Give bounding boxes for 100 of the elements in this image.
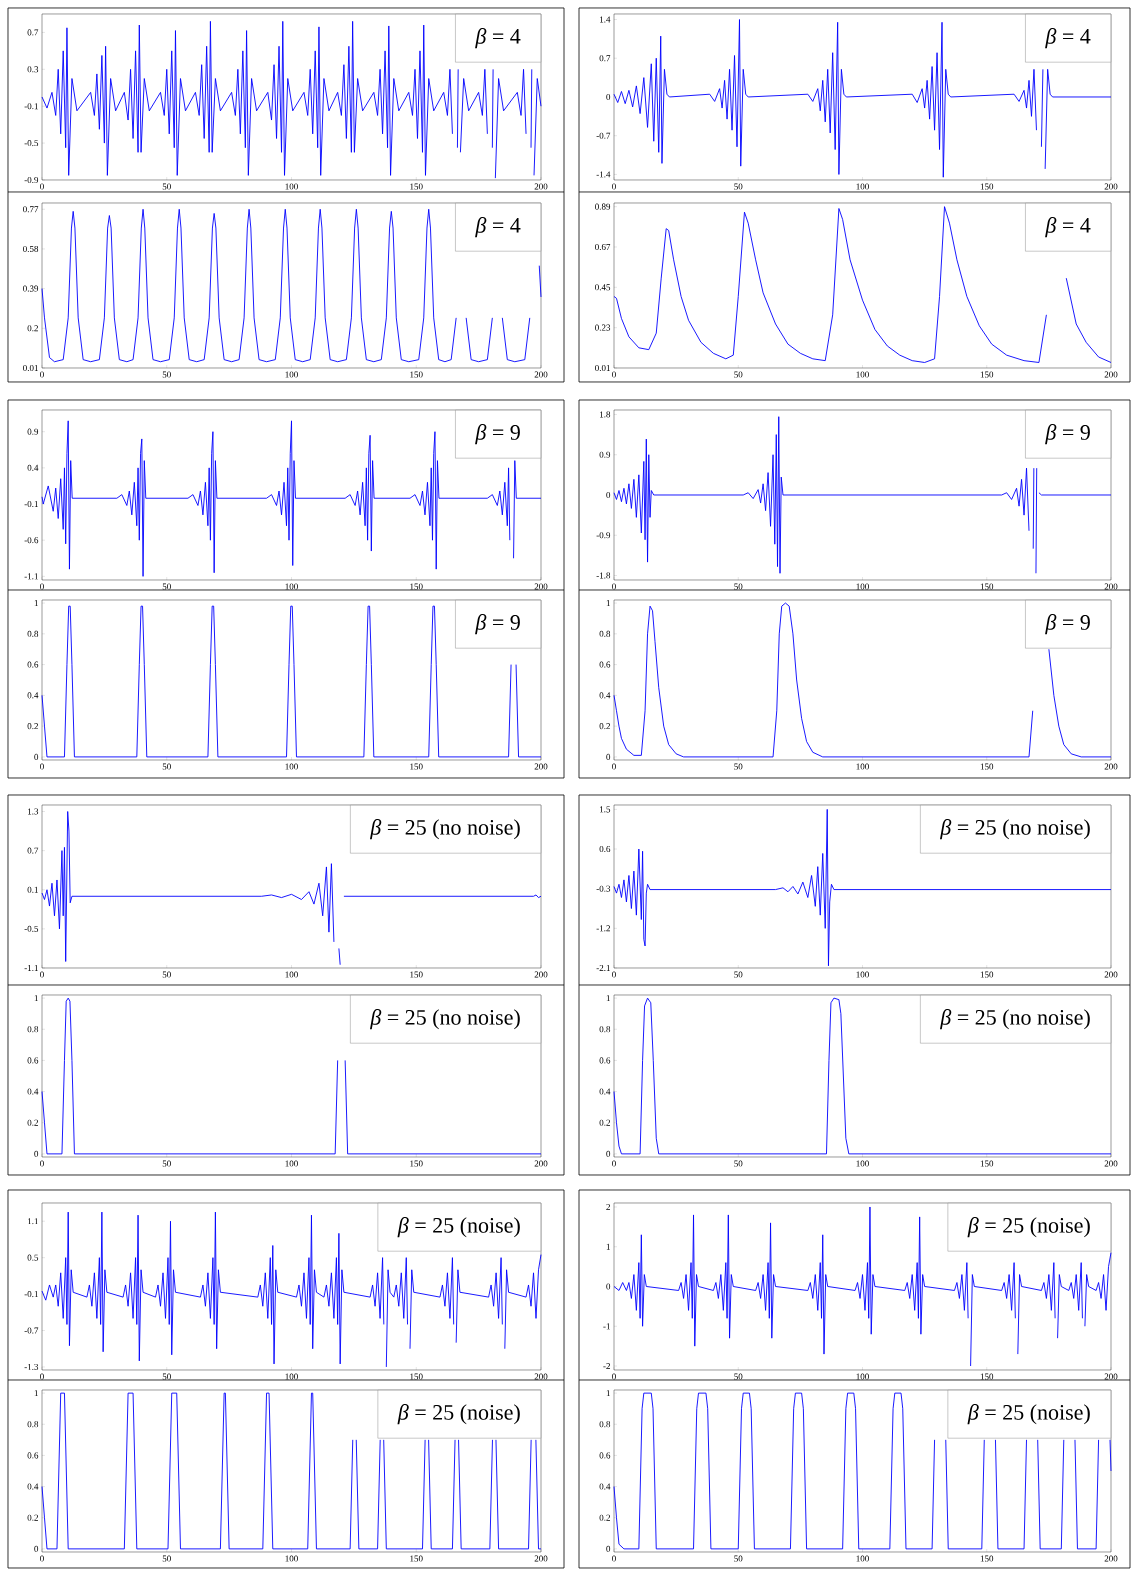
x-tick-label: 0 [612, 583, 616, 590]
x-tick-label: 50 [734, 1373, 743, 1380]
x-tick-label: 50 [734, 971, 743, 978]
y-tick-label: -1.1 [24, 573, 38, 580]
x-tick-label: 200 [534, 1373, 548, 1380]
x-tick-label: 0 [40, 1160, 44, 1167]
y-tick-label: 0.2 [599, 1514, 610, 1521]
y-tick-label: -1 [603, 1323, 610, 1330]
x-tick-label: 100 [285, 971, 298, 978]
text: β = 4 [475, 217, 521, 238]
y-tick-label: 1 [34, 1390, 38, 1397]
y-tick-label: 0.4 [27, 464, 39, 471]
x-tick-label: 50 [162, 1160, 171, 1167]
y-tick-label: 0.6 [27, 1057, 39, 1064]
y-tick-label: -2 [603, 1363, 610, 1369]
y-tick-label: 0.4 [599, 1088, 611, 1095]
y-tick-label: -1.3 [24, 1363, 39, 1370]
y-tick-label: 0.89 [595, 203, 611, 210]
y-tick-label: -1.1 [24, 964, 38, 972]
x-tick-label: 150 [410, 583, 423, 590]
text: β = 9 [1045, 614, 1090, 635]
x-tick-label: 100 [285, 371, 298, 378]
x-tick-label: 0 [612, 371, 616, 378]
x-tick-label: 200 [1104, 183, 1118, 190]
text: β = 25 (noise) [967, 1404, 1090, 1425]
x-tick-label: 150 [980, 371, 994, 378]
text: β = 25 (noise) [397, 1404, 520, 1425]
x-tick-label: 100 [856, 1373, 869, 1380]
x-tick-label: 0 [612, 1160, 616, 1167]
x-tick-label: 0 [40, 371, 44, 378]
y-tick-label: 0 [34, 1545, 39, 1552]
x-tick-label: 150 [410, 1160, 423, 1167]
x-tick-label: 150 [410, 183, 423, 190]
y-tick-label: 0.2 [599, 1119, 610, 1126]
y-tick-label: -1.8 [596, 572, 611, 579]
x-tick-label: 50 [162, 1373, 171, 1380]
y-tick-label: 0.4 [599, 1483, 611, 1490]
x-tick-label: 100 [285, 1555, 298, 1562]
text: β = 4 [475, 28, 521, 49]
x-tick-label: 100 [285, 583, 298, 590]
x-tick-label: 0 [612, 1555, 616, 1562]
y-tick-label: 0.6 [27, 1452, 39, 1459]
y-tick-label: 0 [606, 1545, 611, 1552]
y-tick-label: 0 [606, 1150, 611, 1157]
x-tick-label: 50 [734, 583, 743, 590]
y-tick-label: 0.6 [27, 661, 39, 668]
x-tick-label: 50 [734, 183, 743, 190]
y-tick-label: 0.7 [599, 55, 611, 62]
y-tick-label: 1.1 [28, 1218, 38, 1225]
y-tick-label: 1.5 [600, 806, 611, 813]
text: β = 25 (no noise) [939, 819, 1090, 840]
x-tick-label: 50 [734, 1160, 743, 1167]
text: β = 25 (no noise) [369, 819, 520, 840]
y-tick-label: 0.8 [27, 630, 39, 637]
x-tick-label: 150 [410, 1373, 423, 1380]
x-tick-label: 100 [285, 1373, 298, 1380]
x-tick-label: 150 [980, 1555, 994, 1562]
y-tick-label: 1 [606, 1243, 610, 1250]
y-tick-label: 0 [606, 93, 611, 101]
x-tick-label: 0 [612, 971, 616, 978]
y-tick-label: 0.9 [599, 451, 611, 458]
y-tick-label: 0.4 [27, 1483, 39, 1490]
x-tick-label: 150 [980, 1373, 994, 1380]
text: β = 25 (no noise) [369, 1009, 520, 1030]
y-tick-label: 0.6 [599, 845, 611, 853]
x-tick-label: 150 [410, 971, 423, 978]
y-tick-label: 1.4 [600, 16, 611, 23]
x-tick-label: 200 [534, 971, 548, 978]
x-tick-label: 150 [980, 763, 994, 770]
y-tick-label: -2.1 [596, 964, 610, 972]
text: β = 25 (no noise) [939, 1009, 1090, 1030]
y-tick-label: -1.2 [596, 925, 610, 932]
x-tick-label: 150 [980, 1160, 994, 1167]
x-tick-label: 100 [285, 1160, 298, 1167]
text: β = 25 (noise) [397, 1217, 520, 1238]
text: β = 4 [1045, 28, 1091, 49]
y-tick-label: 1.3 [28, 808, 39, 815]
y-tick-label: 0.4 [27, 1088, 39, 1095]
y-tick-label: 2 [606, 1203, 610, 1210]
y-tick-label: 0 [34, 753, 39, 760]
x-tick-label: 0 [612, 1373, 616, 1380]
text: β = 4 [1045, 217, 1091, 238]
x-tick-label: 100 [856, 1555, 869, 1562]
x-tick-label: 150 [410, 1555, 423, 1562]
x-tick-label: 200 [1104, 371, 1118, 378]
y-tick-label: 0 [606, 1283, 611, 1290]
x-tick-label: 200 [1104, 971, 1118, 978]
x-tick-label: 200 [534, 183, 548, 190]
y-tick-label: 0.45 [595, 284, 611, 291]
y-tick-label: 0.9 [27, 428, 39, 435]
x-tick-label: 200 [1104, 1160, 1118, 1167]
y-tick-label: -0.1 [24, 103, 38, 110]
x-tick-label: 50 [162, 371, 171, 378]
text: β = 25 (noise) [967, 1217, 1090, 1238]
y-tick-label: 0.2 [27, 1119, 38, 1126]
y-tick-label: 0.8 [27, 1026, 39, 1033]
text: β = 9 [475, 424, 520, 445]
x-tick-label: 100 [856, 763, 869, 770]
x-tick-label: 200 [534, 1555, 548, 1562]
x-tick-label: 0 [40, 971, 44, 978]
